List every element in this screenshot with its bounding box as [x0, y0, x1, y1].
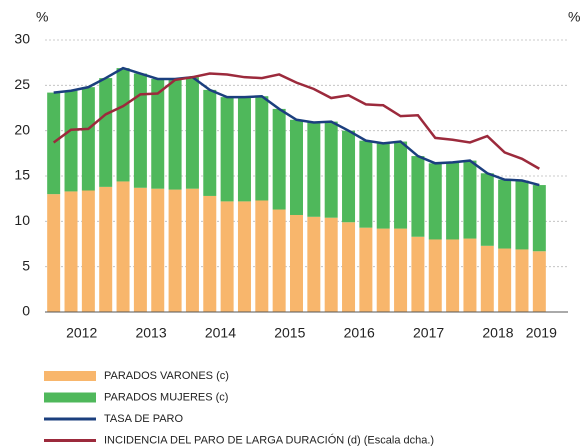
bar — [498, 179, 512, 249]
x-tick-label: 2013 — [135, 325, 166, 341]
x-tick-label: 2012 — [66, 325, 97, 341]
y-tick-label: 30 — [14, 31, 30, 47]
bar — [272, 209, 286, 312]
bar — [116, 181, 130, 312]
bar — [532, 185, 546, 252]
y2-axis-label: % — [568, 9, 580, 25]
bar — [446, 239, 460, 312]
x-tick-label: 2015 — [274, 325, 305, 341]
bar — [480, 245, 494, 312]
bar — [428, 163, 442, 240]
bar — [324, 121, 338, 218]
x-tick-label: 2016 — [344, 325, 375, 341]
bar — [168, 189, 182, 312]
bar — [99, 186, 113, 312]
bar — [220, 201, 234, 312]
bar — [133, 73, 147, 188]
x-tick-label: 2018 — [482, 325, 513, 341]
y-tick-label: 10 — [14, 212, 30, 228]
bar — [515, 249, 529, 312]
bar — [463, 238, 477, 312]
x-tick-label: 2019 — [526, 325, 557, 341]
bar — [116, 68, 130, 182]
bar — [168, 78, 182, 190]
bar — [428, 239, 442, 312]
bar — [272, 108, 286, 210]
bar — [255, 200, 269, 312]
line — [53, 66, 540, 187]
bar — [342, 222, 356, 312]
bar — [220, 97, 234, 202]
bar — [342, 130, 356, 223]
bar — [307, 122, 321, 217]
line — [52, 72, 540, 170]
bar — [237, 201, 251, 312]
y-tick-label: 25 — [14, 76, 30, 92]
bar — [81, 87, 95, 191]
bar — [359, 140, 373, 228]
bar — [411, 236, 425, 312]
bar — [394, 228, 408, 312]
bar — [151, 78, 165, 189]
bar — [290, 119, 303, 215]
bar — [47, 92, 61, 195]
legend-label: TASA DE PARO — [104, 413, 184, 425]
y-tick-label: 20 — [14, 121, 30, 137]
legend-swatch — [44, 392, 96, 403]
bar — [151, 188, 165, 312]
bar — [394, 141, 408, 229]
x-tick-label: 2017 — [413, 325, 444, 341]
bar — [532, 251, 546, 312]
bar — [47, 194, 61, 312]
y-axis-label: % — [36, 9, 48, 25]
bar — [64, 90, 78, 192]
bar — [463, 160, 477, 239]
y-tick-label: 5 — [22, 257, 30, 273]
bar — [255, 96, 269, 201]
legend-label: PARADOS MUJERES (c) — [104, 391, 228, 403]
bar — [446, 162, 460, 240]
x-tick-label: 2014 — [205, 325, 236, 341]
bar — [185, 188, 199, 312]
bar — [324, 217, 338, 312]
bar — [133, 187, 147, 312]
bar — [480, 173, 494, 246]
bar — [290, 214, 303, 312]
bar — [376, 143, 390, 229]
legend-label: PARADOS VARONES (c) — [104, 370, 229, 382]
bar — [237, 97, 251, 202]
y-tick-label: 15 — [14, 167, 30, 183]
bar — [203, 89, 217, 196]
bar — [411, 156, 425, 237]
bar — [185, 77, 199, 189]
bar — [64, 191, 78, 312]
bar — [307, 216, 321, 312]
bar — [498, 248, 512, 312]
legend-swatch — [44, 371, 96, 381]
bar — [203, 195, 217, 312]
y-tick-label: 0 — [22, 303, 30, 319]
bar — [376, 228, 390, 312]
bar — [81, 190, 95, 312]
legend-label: INCIDENCIA DEL PARO DE LARGA DURACIÓN (d… — [104, 433, 434, 446]
bar — [515, 180, 529, 250]
bar — [359, 227, 373, 312]
bar — [99, 78, 113, 187]
